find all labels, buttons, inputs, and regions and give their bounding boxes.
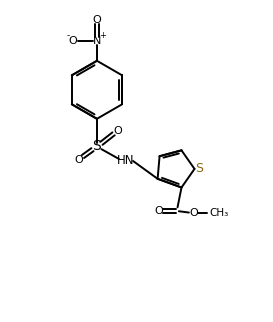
Text: O: O xyxy=(154,206,163,216)
Text: O: O xyxy=(74,155,83,165)
Text: O: O xyxy=(93,15,101,25)
Text: HN: HN xyxy=(117,155,135,167)
Text: S: S xyxy=(195,162,203,175)
Text: O: O xyxy=(189,208,198,218)
Text: N: N xyxy=(93,36,101,46)
Text: S: S xyxy=(93,139,101,154)
Text: -: - xyxy=(67,31,70,40)
Text: O: O xyxy=(114,126,122,136)
Text: CH₃: CH₃ xyxy=(209,208,229,218)
Text: O: O xyxy=(69,36,78,46)
Text: +: + xyxy=(99,31,106,40)
